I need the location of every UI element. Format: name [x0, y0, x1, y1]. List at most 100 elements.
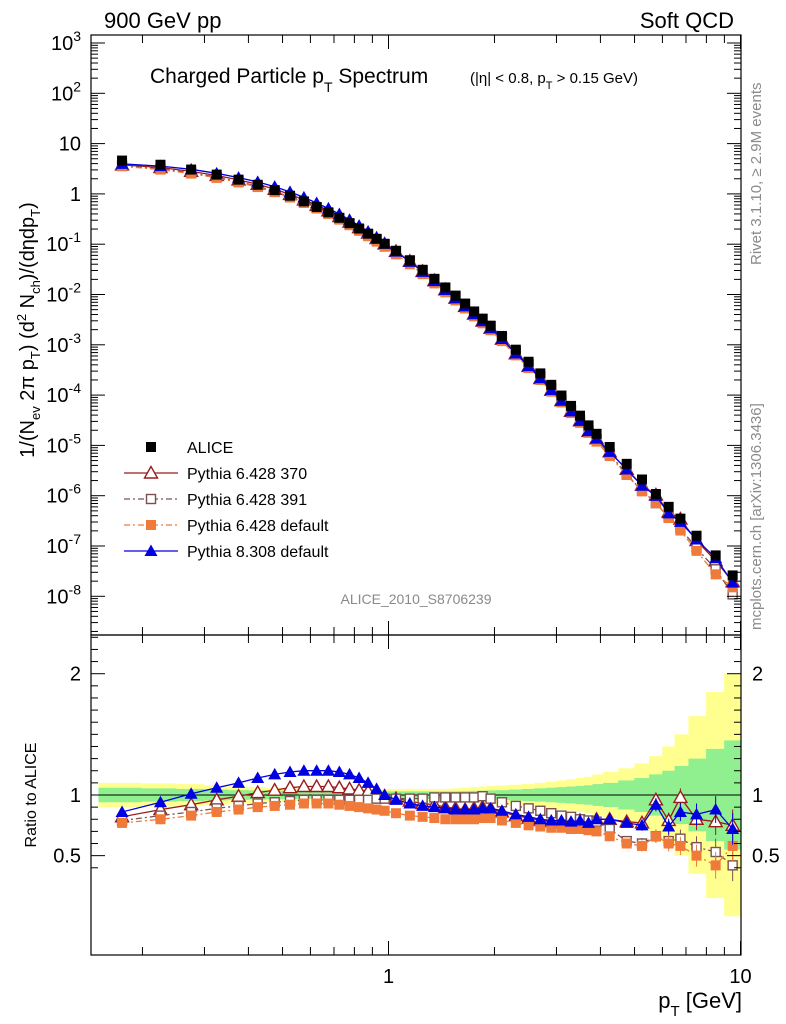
x-axis-label: pT [GeV]: [658, 988, 742, 1020]
ratio-point: [510, 817, 521, 828]
legend-marker: [146, 520, 156, 530]
ratio-point: [621, 838, 632, 849]
ratio-point: [296, 778, 312, 793]
ratio-point: [332, 765, 346, 777]
ratio-point: [429, 813, 440, 824]
main-point: [566, 400, 577, 411]
main-point: [371, 233, 382, 244]
title-spectrum-word: Spectrum: [333, 65, 429, 88]
main-point: [591, 428, 602, 439]
legend-marker: [144, 544, 158, 556]
y-tick-label: 10: [59, 134, 81, 156]
main-point: [429, 273, 440, 284]
ratio-point: [115, 805, 129, 817]
legend-marker: [143, 465, 159, 479]
ratio-point: [564, 815, 578, 827]
y-axis-label: 1/(Nev 2π pT) (d2 Nch)/(dηdpT): [14, 202, 43, 458]
main-point: [390, 245, 401, 256]
ratio-y-tick-label-right: 1: [752, 785, 763, 807]
ratio-point: [469, 814, 480, 825]
ratio-point: [233, 804, 244, 815]
main-point: [298, 196, 309, 207]
ratio-point: [458, 803, 472, 815]
x-tick-label: 1: [383, 966, 394, 988]
main-point: [404, 255, 415, 266]
main-point: [450, 290, 461, 301]
ratio-point: [690, 807, 704, 820]
main-point: [233, 174, 244, 185]
ratio-point: [427, 800, 441, 813]
ratio-point: [650, 831, 661, 842]
ratio-point: [544, 813, 558, 826]
ratio-point: [331, 779, 348, 794]
ratio-point: [403, 796, 417, 809]
ratio-y-tick-label-left: 1: [70, 785, 81, 807]
ratio-y-tick-label-right: 2: [752, 664, 763, 686]
y-tick-exponent: -4: [69, 380, 82, 396]
legend-entry-alice: ALICE: [146, 440, 233, 457]
ratio-point: [298, 798, 309, 809]
main-point: [556, 390, 567, 401]
ratio-point: [363, 803, 374, 814]
main-point: [155, 159, 166, 170]
axis-ticks: 1 1010-810-710-610-510-410-310-210-111010…: [46, 28, 780, 988]
ratio-point: [251, 771, 265, 784]
ratio-point: [310, 764, 324, 776]
ratio-panel-series: [114, 764, 741, 882]
ratio-point: [459, 792, 471, 803]
y-tick-label: 10-3: [46, 330, 81, 357]
ratio-point: [417, 811, 428, 822]
ratio-point: [249, 784, 266, 799]
y-tick-label: 10-8: [46, 581, 81, 608]
ratio-point: [210, 781, 224, 793]
ratio-y-axis-label: Ratio to ALICE: [23, 743, 40, 848]
main-point: [727, 570, 738, 581]
ratio-series-pythia-8-308-default: [115, 764, 740, 845]
ratio-point: [378, 788, 392, 800]
ratio-point: [389, 793, 403, 805]
ylabel-subscript-ch: ch: [28, 280, 43, 294]
main-point: [379, 238, 390, 249]
ylabel-subscript-t2: T: [28, 209, 43, 217]
ratio-point: [485, 813, 496, 824]
ratio-point: [323, 798, 334, 809]
ratio-point: [155, 814, 166, 825]
y-tick-exponent: 2: [73, 78, 81, 94]
ratio-point: [591, 826, 602, 837]
ratio-point: [448, 803, 462, 815]
ylabel-part-2pi: 2π p: [17, 359, 39, 406]
ratio-point: [662, 820, 676, 832]
y-tick-label: 10-4: [46, 380, 81, 407]
main-point: [710, 550, 721, 561]
ratio-point: [583, 825, 594, 836]
ratio-point: [691, 850, 702, 861]
ratio-point: [117, 817, 128, 828]
legend-marker: [146, 442, 156, 452]
ylabel-subscript-ev: ev: [28, 406, 43, 420]
ylabel-part-d2: ) (d: [17, 321, 39, 351]
main-point: [650, 489, 661, 500]
y-tick-label: 10-7: [46, 531, 81, 558]
xlabel-unit: [GeV]: [680, 988, 742, 1013]
ratio-point: [341, 781, 358, 795]
title-note: (|η| < 0.8, pT > 0.15 GeV): [470, 70, 638, 92]
legend: ALICE Pythia 6.428 370 Pythia 6.428 391 Pyt…: [124, 440, 329, 561]
main-point: [323, 207, 334, 218]
ratio-point: [663, 838, 674, 849]
main-point: [311, 201, 322, 212]
ratio-point: [343, 767, 357, 780]
main-point: [523, 356, 534, 367]
ylabel-close: ): [17, 202, 39, 209]
main-point: [726, 576, 740, 588]
main-point: [604, 441, 615, 452]
main-point: [583, 420, 594, 431]
ratio-point: [556, 822, 567, 833]
main-point: [417, 264, 428, 275]
ratio-point: [575, 823, 586, 834]
ylabel-superscript-2: 2: [14, 314, 29, 321]
ratio-point: [297, 764, 311, 776]
y-tick-label: 102: [51, 78, 81, 105]
main-point: [621, 469, 632, 480]
ratio-point: [416, 799, 430, 811]
ratio-point: [344, 800, 355, 811]
